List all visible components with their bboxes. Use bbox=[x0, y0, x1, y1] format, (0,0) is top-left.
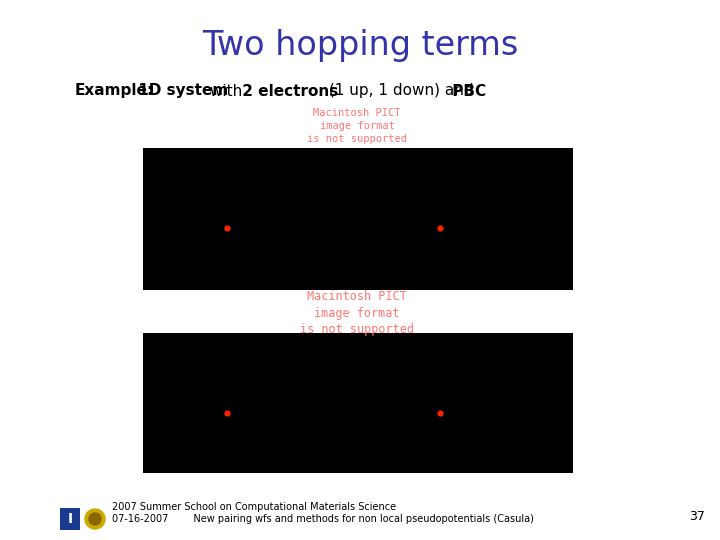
Circle shape bbox=[85, 509, 105, 529]
Text: 2 electrons: 2 electrons bbox=[237, 84, 338, 98]
Text: 2007 Summer School on Computational Materials Science: 2007 Summer School on Computational Mate… bbox=[112, 502, 396, 512]
Text: Macintosh PICT
image format
is not supported: Macintosh PICT image format is not suppo… bbox=[307, 108, 407, 144]
Text: Two hopping terms: Two hopping terms bbox=[202, 29, 518, 62]
Text: with: with bbox=[204, 84, 242, 98]
Text: 1D system: 1D system bbox=[132, 84, 228, 98]
Bar bbox=[143, 148, 573, 290]
Text: (1 up, 1 down) and: (1 up, 1 down) and bbox=[323, 84, 473, 98]
Text: 37: 37 bbox=[689, 510, 705, 523]
Circle shape bbox=[89, 513, 101, 525]
Bar bbox=[60, 508, 80, 530]
Text: I: I bbox=[68, 512, 73, 526]
Text: 07-16-2007        New pairing wfs and methods for non local pseudopotentials (Ca: 07-16-2007 New pairing wfs and methods f… bbox=[112, 514, 534, 524]
Bar bbox=[143, 333, 573, 473]
Text: Example:: Example: bbox=[75, 84, 154, 98]
Text: PBC: PBC bbox=[447, 84, 486, 98]
Text: Macintosh PICT
image format
is not supported: Macintosh PICT image format is not suppo… bbox=[300, 289, 414, 336]
